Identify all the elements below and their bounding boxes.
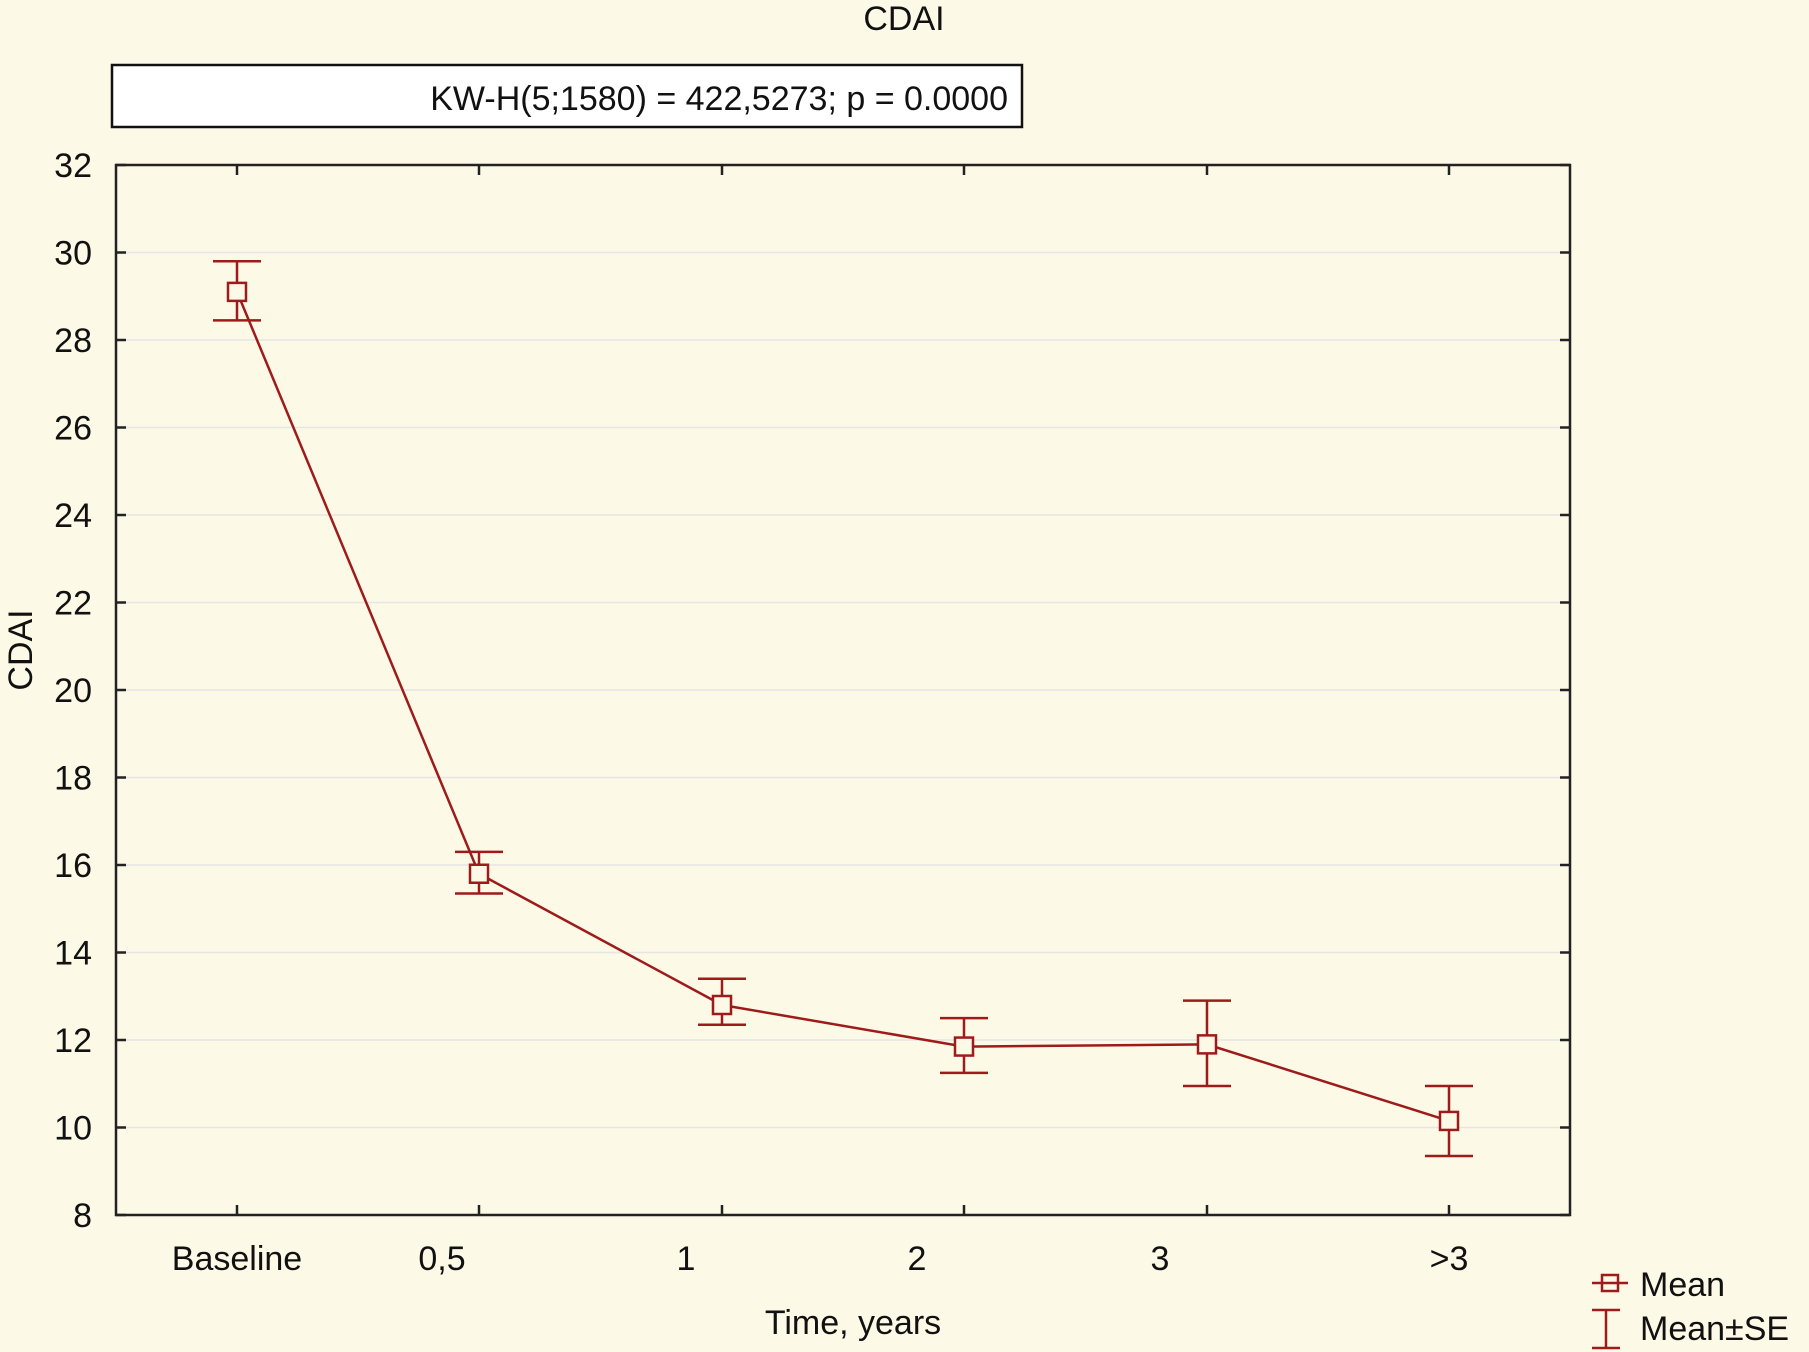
y-tick-label: 28 [54,322,92,360]
y-tick-label: 22 [54,585,92,623]
x-tick-label: 1 [677,1240,696,1278]
mean-point [468,863,490,884]
y-axis-label: CDAI [2,609,40,690]
x-tick-label: 0,5 [418,1240,465,1278]
y-axis: 8 10 12 14 16 18 20 22 24 26 28 30 32 [54,147,1570,1235]
legend-se-label: Mean±SE [1640,1310,1789,1348]
y-tick-label: 10 [54,1110,92,1148]
y-tick-label: 12 [54,1022,92,1060]
legend: Mean Mean±SE [1592,1266,1789,1350]
mean-point [1196,1034,1218,1055]
stat-box: KW-H(5;1580) = 422,5273; p = 0.0000 [110,63,1024,129]
y-tick-label: 24 [54,497,92,535]
y-tick-label: 16 [54,847,92,885]
mean-point [953,1036,975,1057]
mean-point [1438,1110,1460,1132]
stat-box-frame [110,63,1024,129]
x-axis: Baseline 0,5 1 2 3 >3 [172,165,1469,1278]
y-tick-label: 8 [73,1197,92,1235]
x-tick-label: 2 [908,1240,927,1278]
legend-item-se: Mean±SE [1592,1308,1789,1350]
legend-mean-label: Mean [1640,1266,1725,1304]
y-tick-label: 32 [54,147,92,185]
x-tick-label: Baseline [172,1240,302,1278]
grid [116,251,1570,1129]
x-tick-label: 3 [1151,1240,1170,1278]
chart-title: CDAI [863,0,944,38]
stat-text: KW-H(5;1580) = 422,5273; p = 0.0000 [430,80,1008,118]
mean-point [226,281,248,303]
series-line [235,291,1450,1123]
y-tick-label: 30 [54,235,92,273]
y-tick-label: 20 [54,672,92,710]
x-axis-label: Time, years [765,1304,941,1342]
y-tick-label: 14 [54,935,92,973]
series-layer [213,260,1473,1158]
legend-item-mean: Mean [1592,1266,1725,1304]
y-tick-label: 18 [54,760,92,798]
legend-mean-marker [1600,1273,1620,1293]
y-tick-label: 26 [54,410,92,448]
mean-point [711,994,733,1016]
x-tick-label: >3 [1430,1240,1469,1278]
